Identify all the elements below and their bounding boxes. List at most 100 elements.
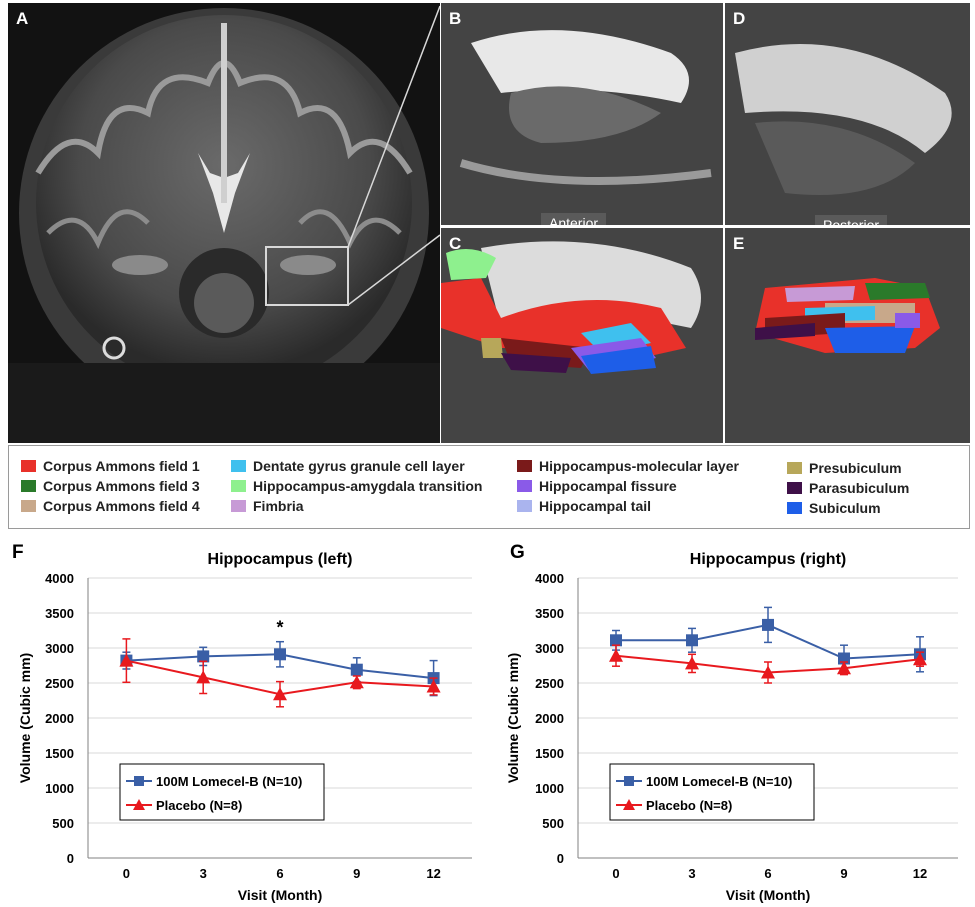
- hippocampus-anterior-image: [441, 3, 723, 225]
- legend-item: Hippocampal tail: [517, 498, 651, 514]
- y-tick-label: 3000: [535, 641, 564, 656]
- hippocampus-posterior-segmentation: [725, 228, 970, 443]
- data-point: [197, 650, 210, 663]
- data-point: [274, 648, 286, 661]
- legend-label: Placebo (N=8): [156, 798, 242, 813]
- hippocampus-anterior-segmentation: [441, 228, 723, 443]
- legend-label: Corpus Ammons field 4: [43, 498, 200, 514]
- legend-item: Corpus Ammons field 1: [21, 458, 200, 474]
- chart-legend: [609, 763, 815, 821]
- y-tick-label: 4000: [535, 571, 564, 586]
- legend-label: Hippocampal tail: [539, 498, 652, 514]
- y-tick-label: 1000: [535, 781, 564, 796]
- x-tick-label: 0: [123, 866, 130, 881]
- coronal-brain-image: [8, 5, 440, 443]
- y-tick-label: 1500: [45, 746, 74, 761]
- legend-swatch: [787, 482, 802, 494]
- legend-swatch: [231, 460, 246, 472]
- chart-right: Hippocampus (right) 0 500 1000 1500 2000 2500 3…: [505, 551, 958, 903]
- legend-swatch: [21, 480, 36, 492]
- data-point: [686, 634, 698, 647]
- legend-label: Hippocampus-molecular layer: [539, 458, 739, 474]
- y-tick-label: 3000: [45, 641, 74, 656]
- y-tick-label: 1000: [45, 781, 74, 796]
- legend-swatch: [21, 500, 36, 512]
- legend-swatch: [517, 500, 532, 512]
- legend-marker: [133, 799, 145, 810]
- legend-item: Corpus Ammons field 4: [21, 498, 200, 514]
- x-tick-label: 12: [913, 866, 927, 881]
- data-point: [349, 675, 364, 689]
- x-tick-label: 3: [688, 866, 695, 881]
- data-point: [610, 634, 622, 647]
- data-point: [196, 670, 211, 684]
- data-point: [119, 653, 134, 667]
- anterior-label: Anterior: [541, 213, 607, 225]
- data-point: [685, 656, 699, 670]
- data-point: [609, 648, 623, 662]
- segmentation-legend: Corpus Ammons field 1 Corpus Ammons fiel…: [8, 445, 970, 529]
- x-tick-label: 3: [200, 866, 207, 881]
- x-tick-label: 12: [426, 866, 440, 881]
- significance-marker: *: [276, 618, 283, 638]
- x-tick-label: 0: [612, 866, 619, 881]
- y-tick-label: 3500: [535, 606, 564, 621]
- y-axis-label: Volume (Cubic mm): [505, 653, 521, 783]
- legend-item: Corpus Ammons field 3: [21, 478, 200, 494]
- data-point: [762, 618, 774, 631]
- y-tick-label: 2000: [45, 711, 74, 726]
- legend-label: Presubiculum: [809, 460, 902, 476]
- x-tick-label: 6: [276, 866, 283, 881]
- mri-panel-e: E: [725, 228, 970, 443]
- posterior-label: Posterior: [815, 215, 888, 225]
- legend-marker: [623, 799, 635, 810]
- legend-item: Dentate gyrus granule cell layer: [231, 458, 465, 474]
- data-point: [273, 687, 287, 701]
- chart-letter-f: F: [12, 542, 24, 563]
- legend-label: Corpus Ammons field 3: [43, 478, 200, 494]
- panel-letter-c: C: [449, 234, 462, 253]
- legend-label: 100M Lomecel-B (N=10): [646, 774, 792, 789]
- legend-label: Corpus Ammons field 1: [43, 458, 200, 474]
- panel-letter-b: B: [449, 9, 462, 28]
- data-point: [426, 679, 441, 693]
- legend-label: Parasubiculum: [809, 480, 910, 496]
- legend-swatch: [787, 502, 802, 514]
- x-axis-label: Visit (Month): [238, 887, 323, 903]
- x-axis-label: Visit (Month): [726, 887, 811, 903]
- legend-swatch: [517, 460, 532, 472]
- data-point: [350, 663, 363, 676]
- mri-panel-d: D Posterior: [725, 3, 970, 225]
- y-tick-label: 2500: [45, 676, 74, 691]
- legend-label: Fimbria: [253, 498, 304, 514]
- legend-item: Parasubiculum: [787, 480, 909, 496]
- legend-label: Hippocampus-amygdala transition: [253, 478, 483, 494]
- legend-label: Subiculum: [809, 500, 881, 516]
- data-point: [837, 661, 851, 675]
- panel-letter-a: A: [16, 9, 29, 28]
- legend-item: Hippocampus-amygdala transition: [231, 478, 482, 494]
- panel-letter-e: E: [733, 234, 745, 253]
- chart-left: Hippocampus (left) 0 500 1000 1500 2000 2500 30…: [17, 551, 472, 903]
- y-tick-label: 0: [557, 851, 564, 866]
- y-tick-label: 500: [52, 816, 74, 831]
- y-tick-label: 2000: [535, 711, 564, 726]
- chart-title: Hippocampus (right): [690, 551, 846, 568]
- y-tick-label: 1500: [535, 746, 564, 761]
- data-point: [761, 665, 775, 679]
- legend-swatch: [231, 480, 246, 492]
- hippocampus-posterior-image: [725, 3, 970, 225]
- chart-legend: [119, 763, 325, 821]
- legend-label: Placebo (N=8): [646, 798, 732, 813]
- legend-marker: [134, 776, 144, 786]
- chart-title: Hippocampus (left): [208, 551, 353, 568]
- legend-item: Presubiculum: [787, 460, 902, 476]
- legend-label: Dentate gyrus granule cell layer: [253, 458, 465, 474]
- x-tick-label: 9: [840, 866, 847, 881]
- y-tick-label: 3500: [45, 606, 74, 621]
- legend-item: Fimbria: [231, 498, 304, 514]
- x-tick-label: 9: [353, 866, 360, 881]
- chart-letter-g: G: [510, 542, 525, 563]
- mri-panel-b: B Anterior: [441, 3, 723, 225]
- panel-letter-d: D: [733, 9, 746, 28]
